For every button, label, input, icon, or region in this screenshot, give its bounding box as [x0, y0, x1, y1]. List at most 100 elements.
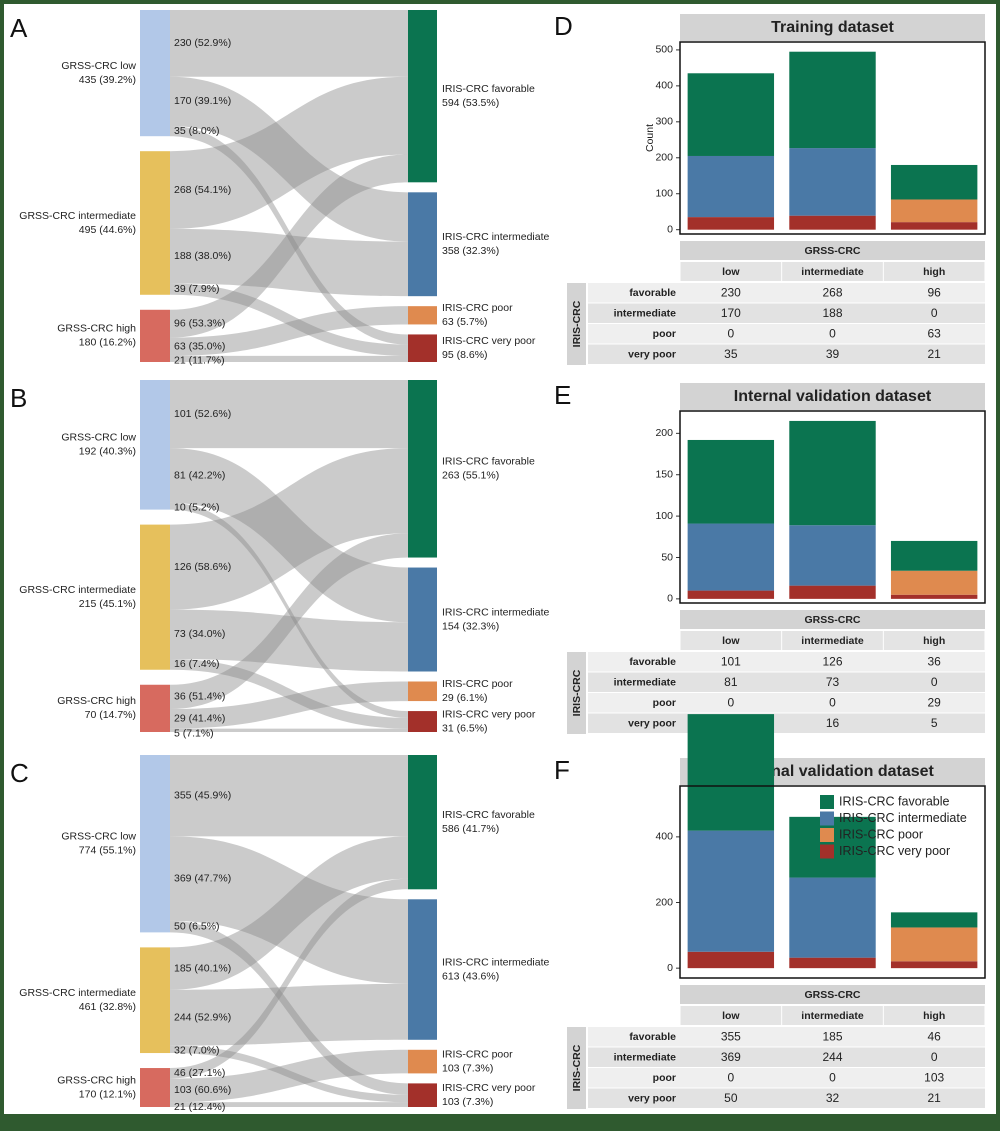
flow-label: 50 (6.5%)	[174, 920, 220, 932]
target-node	[408, 681, 437, 702]
flow-label: 103 (60.6%)	[174, 1084, 231, 1096]
y-tick-label: 100	[655, 510, 673, 522]
source-node	[140, 947, 170, 1054]
flow	[170, 1102, 408, 1107]
chart-title: External validation dataset	[731, 763, 934, 780]
table-row-bg	[588, 693, 985, 713]
legend-swatch	[820, 811, 834, 826]
target-name: IRIS-CRC intermediate	[442, 231, 550, 243]
flow-label: 29 (41.4%)	[174, 713, 225, 725]
target-node	[408, 1049, 437, 1074]
target-node	[408, 567, 437, 672]
table-cell: 369	[721, 1050, 741, 1064]
table-col-title-bg	[680, 985, 985, 1004]
bar-segment	[687, 439, 775, 524]
table-cell: 73	[826, 675, 840, 689]
table-cell: 268	[822, 285, 842, 299]
target-name: IRIS-CRC very poor	[442, 335, 536, 347]
table-col-title: GRSS-CRC	[804, 989, 860, 1001]
bar-segment	[687, 523, 775, 591]
flow	[170, 154, 408, 338]
flow	[170, 533, 408, 710]
target-value: 31 (6.5%)	[442, 722, 488, 734]
table-row-bg	[588, 1068, 985, 1088]
flow	[170, 609, 408, 672]
source-name: GRSS-CRC high	[57, 323, 136, 335]
flow	[170, 728, 408, 732]
flow	[170, 306, 408, 356]
table-row-label: intermediate	[614, 677, 677, 689]
target-name: IRIS-CRC poor	[442, 1048, 513, 1060]
flows	[170, 755, 408, 1107]
target-node	[408, 334, 437, 362]
y-tick-label: 400	[655, 80, 673, 92]
target-value: 586 (41.7%)	[442, 823, 499, 835]
flow-label: 185 (40.1%)	[174, 962, 231, 974]
table-cell: 185	[822, 1029, 842, 1043]
flow	[170, 878, 408, 1079]
table-row-label: very poor	[628, 1093, 676, 1105]
table-cell: 96	[927, 285, 941, 299]
table-row-title: IRIS-CRC	[571, 1044, 583, 1091]
table-col-title-bg	[680, 241, 985, 260]
table-cell: 50	[724, 1091, 738, 1105]
source-value: 435 (39.2%)	[79, 74, 136, 86]
table-cell: 21	[927, 1091, 941, 1105]
target-node	[408, 899, 437, 1040]
flow-label: 73 (34.0%)	[174, 628, 225, 640]
flow-label: 101 (52.6%)	[174, 408, 231, 420]
table-col-header: low	[722, 1010, 740, 1022]
target-name: IRIS-CRC poor	[442, 678, 513, 690]
y-tick-label: 200	[655, 427, 673, 439]
flow	[170, 10, 408, 77]
table-col-header-bg	[680, 1006, 782, 1025]
y-axis-label: Count	[644, 124, 656, 152]
flow-label: 81 (42.2%)	[174, 469, 225, 481]
target-name: IRIS-CRC intermediate	[442, 606, 550, 618]
bar-segment	[789, 877, 876, 958]
flow-label: 10 (5.2%)	[174, 502, 220, 514]
target-name: IRIS-CRC poor	[442, 302, 513, 314]
flow-label: 244 (52.9%)	[174, 1012, 231, 1024]
table-cell: 0	[829, 326, 836, 340]
flow	[170, 1045, 408, 1103]
table-row-title-bg	[567, 652, 586, 734]
flow-label: 46 (27.1%)	[174, 1067, 225, 1079]
flow	[170, 755, 408, 837]
table-row-label: favorable	[629, 1031, 676, 1043]
table-cell: 36	[927, 654, 941, 668]
target-name: IRIS-CRC favorable	[442, 83, 535, 95]
flow	[170, 836, 408, 990]
table-cell: 126	[822, 654, 842, 668]
table-cell: 0	[931, 306, 938, 320]
source-node	[140, 684, 170, 732]
table-row-title: IRIS-CRC	[571, 300, 583, 347]
source-node	[140, 524, 170, 670]
target-value: 263 (55.1%)	[442, 470, 499, 482]
source-node	[140, 380, 170, 510]
table-row-label: favorable	[629, 287, 676, 299]
table-row-bg	[588, 672, 985, 692]
y-tick-label: 0	[667, 223, 673, 235]
table-row-bg	[588, 1088, 985, 1108]
table-col-header-bg	[782, 262, 883, 281]
table-cell: 101	[721, 654, 741, 668]
bar-segment	[687, 155, 775, 218]
table-col-title: GRSS-CRC	[804, 245, 860, 257]
source-node	[140, 151, 170, 295]
flow-label: 32 (7.0%)	[174, 1044, 220, 1056]
flow-label: 126 (58.6%)	[174, 561, 231, 573]
target-value: 95 (8.6%)	[442, 349, 488, 361]
flow	[170, 920, 408, 1095]
table-row-label: poor	[653, 328, 676, 340]
table-col-header: low	[722, 635, 740, 647]
y-tick-label: 150	[655, 469, 673, 481]
table-cell: 39	[826, 347, 840, 361]
table-cell: 188	[822, 306, 842, 320]
table-row-bg	[588, 303, 985, 323]
table-col-header: intermediate	[801, 1010, 864, 1022]
bar-segment	[890, 222, 978, 230]
flow	[170, 355, 408, 362]
table-row-title: IRIS-CRC	[571, 669, 583, 716]
